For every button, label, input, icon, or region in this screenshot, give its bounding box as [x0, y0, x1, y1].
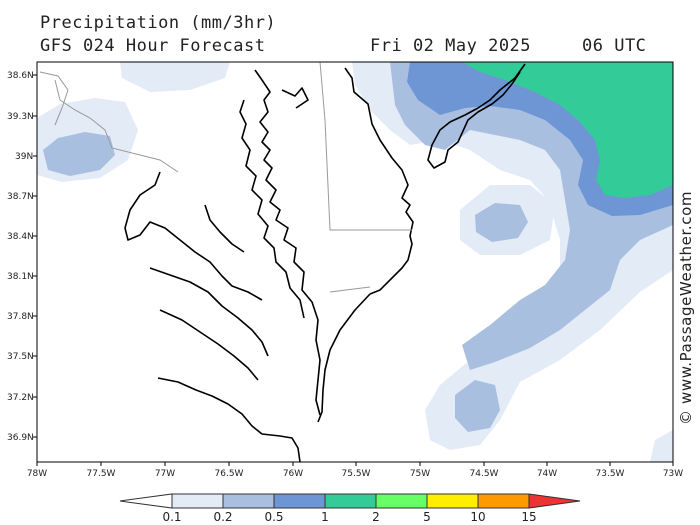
- lat-label: 38.1N: [7, 272, 34, 282]
- latitude-axis: 38.6N 39.3N 39N 38.7N 38.4N 38.1N 37.8N …: [7, 71, 37, 443]
- colorbar-segment: [171, 493, 224, 509]
- colorbar-min-arrow: [119, 493, 173, 509]
- lat-label: 39.3N: [7, 112, 34, 122]
- lat-label: 38.7N: [7, 192, 34, 202]
- colorbar-label: 0.5: [264, 510, 283, 524]
- james-river: [157, 377, 301, 462]
- lon-label: 73.5W: [596, 469, 625, 479]
- map-frame: [36, 61, 674, 463]
- map-title: Precipitation (mm/3hr): [40, 13, 277, 33]
- colorbar-segment: [273, 493, 326, 509]
- precipitation-field: [37, 62, 673, 462]
- precip-band-medium: [43, 132, 115, 176]
- coastline: [124, 63, 526, 462]
- lon-label: 74.5W: [470, 469, 499, 479]
- lon-label: 77W: [155, 469, 175, 479]
- lon-label: 76.5W: [215, 469, 244, 479]
- york-river: [159, 309, 259, 381]
- colorbar-segment: [426, 493, 479, 509]
- website-credit: © www.PassageWeather.com: [677, 191, 695, 425]
- lon-label: 76W: [283, 469, 303, 479]
- colorbar: 0.1 0.2 0.5 1 2 5 10 15: [119, 493, 581, 524]
- lon-label: 77.5W: [87, 469, 116, 479]
- lat-label: 36.9N: [7, 433, 34, 443]
- lat-label: 37.8N: [7, 312, 34, 322]
- model-forecast-label: GFS 024 Hour Forecast: [40, 36, 266, 56]
- colorbar-label: 10: [470, 510, 485, 524]
- delmarva-ocean-coast: [317, 293, 371, 423]
- lon-label: 74W: [537, 469, 557, 479]
- lat-label: 37.5N: [7, 352, 34, 362]
- lon-label: 78W: [27, 469, 47, 479]
- rappahannock-river: [149, 267, 269, 357]
- forecast-time: 06 UTC: [582, 36, 647, 56]
- colorbar-max-arrow: [528, 493, 581, 509]
- pa-md-border: [39, 71, 69, 126]
- forecast-date: Fri 02 May 2025: [370, 36, 532, 56]
- colorbar-label: 0.2: [213, 510, 232, 524]
- delaware-bay-coast: [344, 67, 414, 295]
- patuxent-river: [204, 204, 245, 253]
- md-de-border: [319, 61, 412, 231]
- credit-text: © www.PassageWeather.com: [677, 191, 695, 425]
- chesapeake-west-shore: [239, 99, 305, 319]
- precip-band-medium: [455, 380, 500, 432]
- chesapeake-east-shore: [254, 69, 321, 416]
- colorbar-segment: [324, 493, 377, 509]
- chester-river: [281, 87, 309, 109]
- lat-label: 38.4N: [7, 232, 34, 242]
- precip-band-light: [120, 62, 230, 92]
- state-borders: [39, 61, 412, 293]
- lon-label: 75.5W: [342, 469, 371, 479]
- colorbar-label: 2: [372, 510, 380, 524]
- precip-band-light: [650, 430, 673, 462]
- potomac-river: [124, 171, 263, 301]
- colorbar-label: 5: [423, 510, 431, 524]
- colorbar-label: 0.1: [162, 510, 181, 524]
- longitude-axis: 78W 77.5W 77W 76.5W 76W 75.5W 75W 74.5W …: [27, 462, 683, 479]
- lon-label: 75W: [410, 469, 430, 479]
- lat-label: 39N: [15, 152, 33, 162]
- precip-band-intense: [462, 62, 673, 198]
- colorbar-segment: [375, 493, 428, 509]
- colorbar-label: 1: [321, 510, 329, 524]
- colorbar-label: 15: [521, 510, 536, 524]
- nj-coast: [427, 63, 526, 169]
- lat-label: 38.6N: [7, 71, 34, 81]
- colorbar-segment: [477, 493, 530, 509]
- lon-label: 73W: [663, 469, 683, 479]
- lat-label: 37.2N: [7, 393, 34, 403]
- wv-md-border: [54, 79, 179, 173]
- precip-band-medium: [475, 203, 528, 242]
- colorbar-segment: [222, 493, 275, 509]
- md-va-border: [329, 286, 371, 293]
